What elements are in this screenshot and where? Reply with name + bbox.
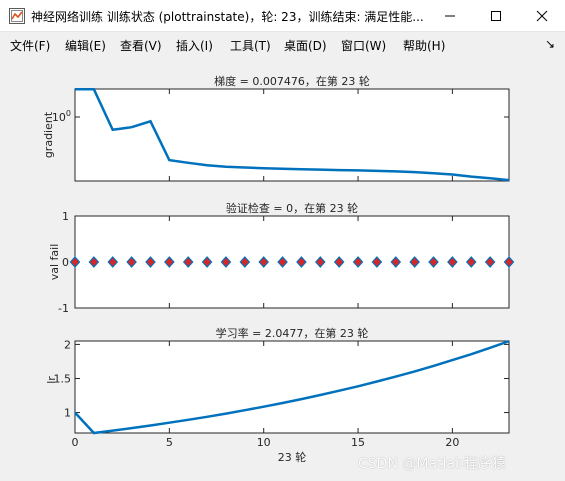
valfail-ylabel: val fail: [48, 244, 61, 281]
valfail-marker: [390, 256, 402, 268]
valfail-marker: [447, 256, 458, 268]
gradient-axes: [74, 88, 510, 182]
valfail-marker: [277, 256, 288, 268]
valfail-marker: [465, 256, 477, 268]
figure-canvas: 梯度 = 0.007476，在第 23 轮 100 gradient 验证检查 …: [5, 57, 555, 477]
title-bar: 神经网络训练 训练状态 (plottrainstate)，轮: 23，训练结束:…: [0, 0, 565, 32]
lr-ylabel: lr: [45, 376, 58, 384]
lr-title: 学习率 = 2.0477，在第 23 轮: [216, 326, 369, 340]
maximize-button[interactable]: [473, 0, 519, 31]
valfail-marker: [88, 256, 100, 268]
lr-series-line: [74, 340, 510, 435]
matlab-figure-icon: [9, 8, 25, 24]
menu-desktop[interactable]: 桌面(D): [284, 39, 327, 53]
x-axis-label: 23 轮: [278, 450, 307, 464]
valfail-panel: 验证检查 = 0，在第 23 轮 1 0 -1 val fail: [48, 201, 515, 315]
menu-file[interactable]: 文件(F): [10, 39, 51, 53]
gradient-ylabel: gradient: [42, 111, 55, 158]
valfail-marker: [484, 256, 496, 268]
window-title: 神经网络训练 训练状态 (plottrainstate)，轮: 23，训练结束:…: [31, 10, 424, 24]
x-tick-label: 10: [257, 436, 271, 449]
valfail-ytick-label: 0: [62, 256, 69, 269]
valfail-title: 验证检查 = 0，在第 23 轮: [226, 201, 358, 215]
valfail-axes: [74, 215, 510, 309]
menu-window[interactable]: 窗口(W): [341, 39, 387, 53]
close-icon: [536, 10, 548, 22]
valfail-marker: [409, 256, 420, 268]
valfail-marker: [145, 256, 156, 268]
gradient-series-line: [75, 88, 510, 182]
lr-ytick-label: 2: [64, 338, 71, 351]
maximize-icon: [491, 11, 501, 21]
valfail-marker: [126, 256, 137, 268]
menu-help[interactable]: 帮助(H): [403, 39, 446, 53]
valfail-marker: [164, 256, 175, 268]
valfail-marker: [107, 256, 119, 268]
valfail-marker: [69, 256, 81, 268]
toolbar-dock-arrow-icon[interactable]: ↘: [544, 37, 555, 51]
menu-bar: 文件(F) 编辑(E) 查看(V) 插入(I) 工具(T) 桌面(D) 窗口(W…: [0, 32, 565, 56]
close-button[interactable]: [519, 0, 565, 31]
valfail-marker: [314, 256, 326, 268]
valfail-marker: [352, 256, 364, 268]
gradient-title: 梯度 = 0.007476，在第 23 轮: [214, 74, 370, 88]
lr-panel: 学习率 = 2.0477，在第 23 轮 2 1.5 1 lr 0 5 10 15 20 2…: [45, 326, 510, 464]
menu-insert[interactable]: 插入(I): [176, 39, 213, 53]
training-state-plots: 梯度 = 0.007476，在第 23 轮 100 gradient 验证检查 …: [42, 74, 515, 464]
lr-axes: [74, 340, 510, 434]
lr-ytick-label: 1: [64, 407, 71, 420]
valfail-ytick-label: 1: [62, 210, 69, 223]
valfail-marker: [428, 256, 439, 268]
lr-ytick-label: 1.5: [54, 372, 72, 385]
valfail-marker: [296, 256, 307, 268]
valfail-marker: [182, 256, 194, 268]
valfail-marker: [220, 256, 232, 268]
menu-view[interactable]: 查看(V): [120, 39, 162, 53]
valfail-ytick-label: -1: [58, 302, 69, 315]
valfail-marker: [371, 256, 383, 268]
menu-edit[interactable]: 编辑(E): [65, 39, 106, 53]
watermark: CSDN @Matlab程序猿: [358, 456, 506, 472]
x-tick-label: 20: [445, 436, 459, 449]
minimize-icon: [445, 15, 455, 17]
x-tick-label: 5: [166, 436, 173, 449]
gradient-panel: 梯度 = 0.007476，在第 23 轮 100 gradient: [42, 74, 510, 182]
valfail-marker: [503, 256, 515, 268]
valfail-marker: [201, 256, 213, 268]
x-tick-label: 15: [351, 436, 365, 449]
menu-tools[interactable]: 工具(T): [230, 39, 271, 53]
valfail-marker: [333, 256, 345, 268]
x-tick-label: 0: [72, 436, 79, 449]
valfail-marker: [239, 256, 251, 268]
valfail-marker: [258, 256, 270, 268]
minimize-button[interactable]: [427, 0, 473, 31]
